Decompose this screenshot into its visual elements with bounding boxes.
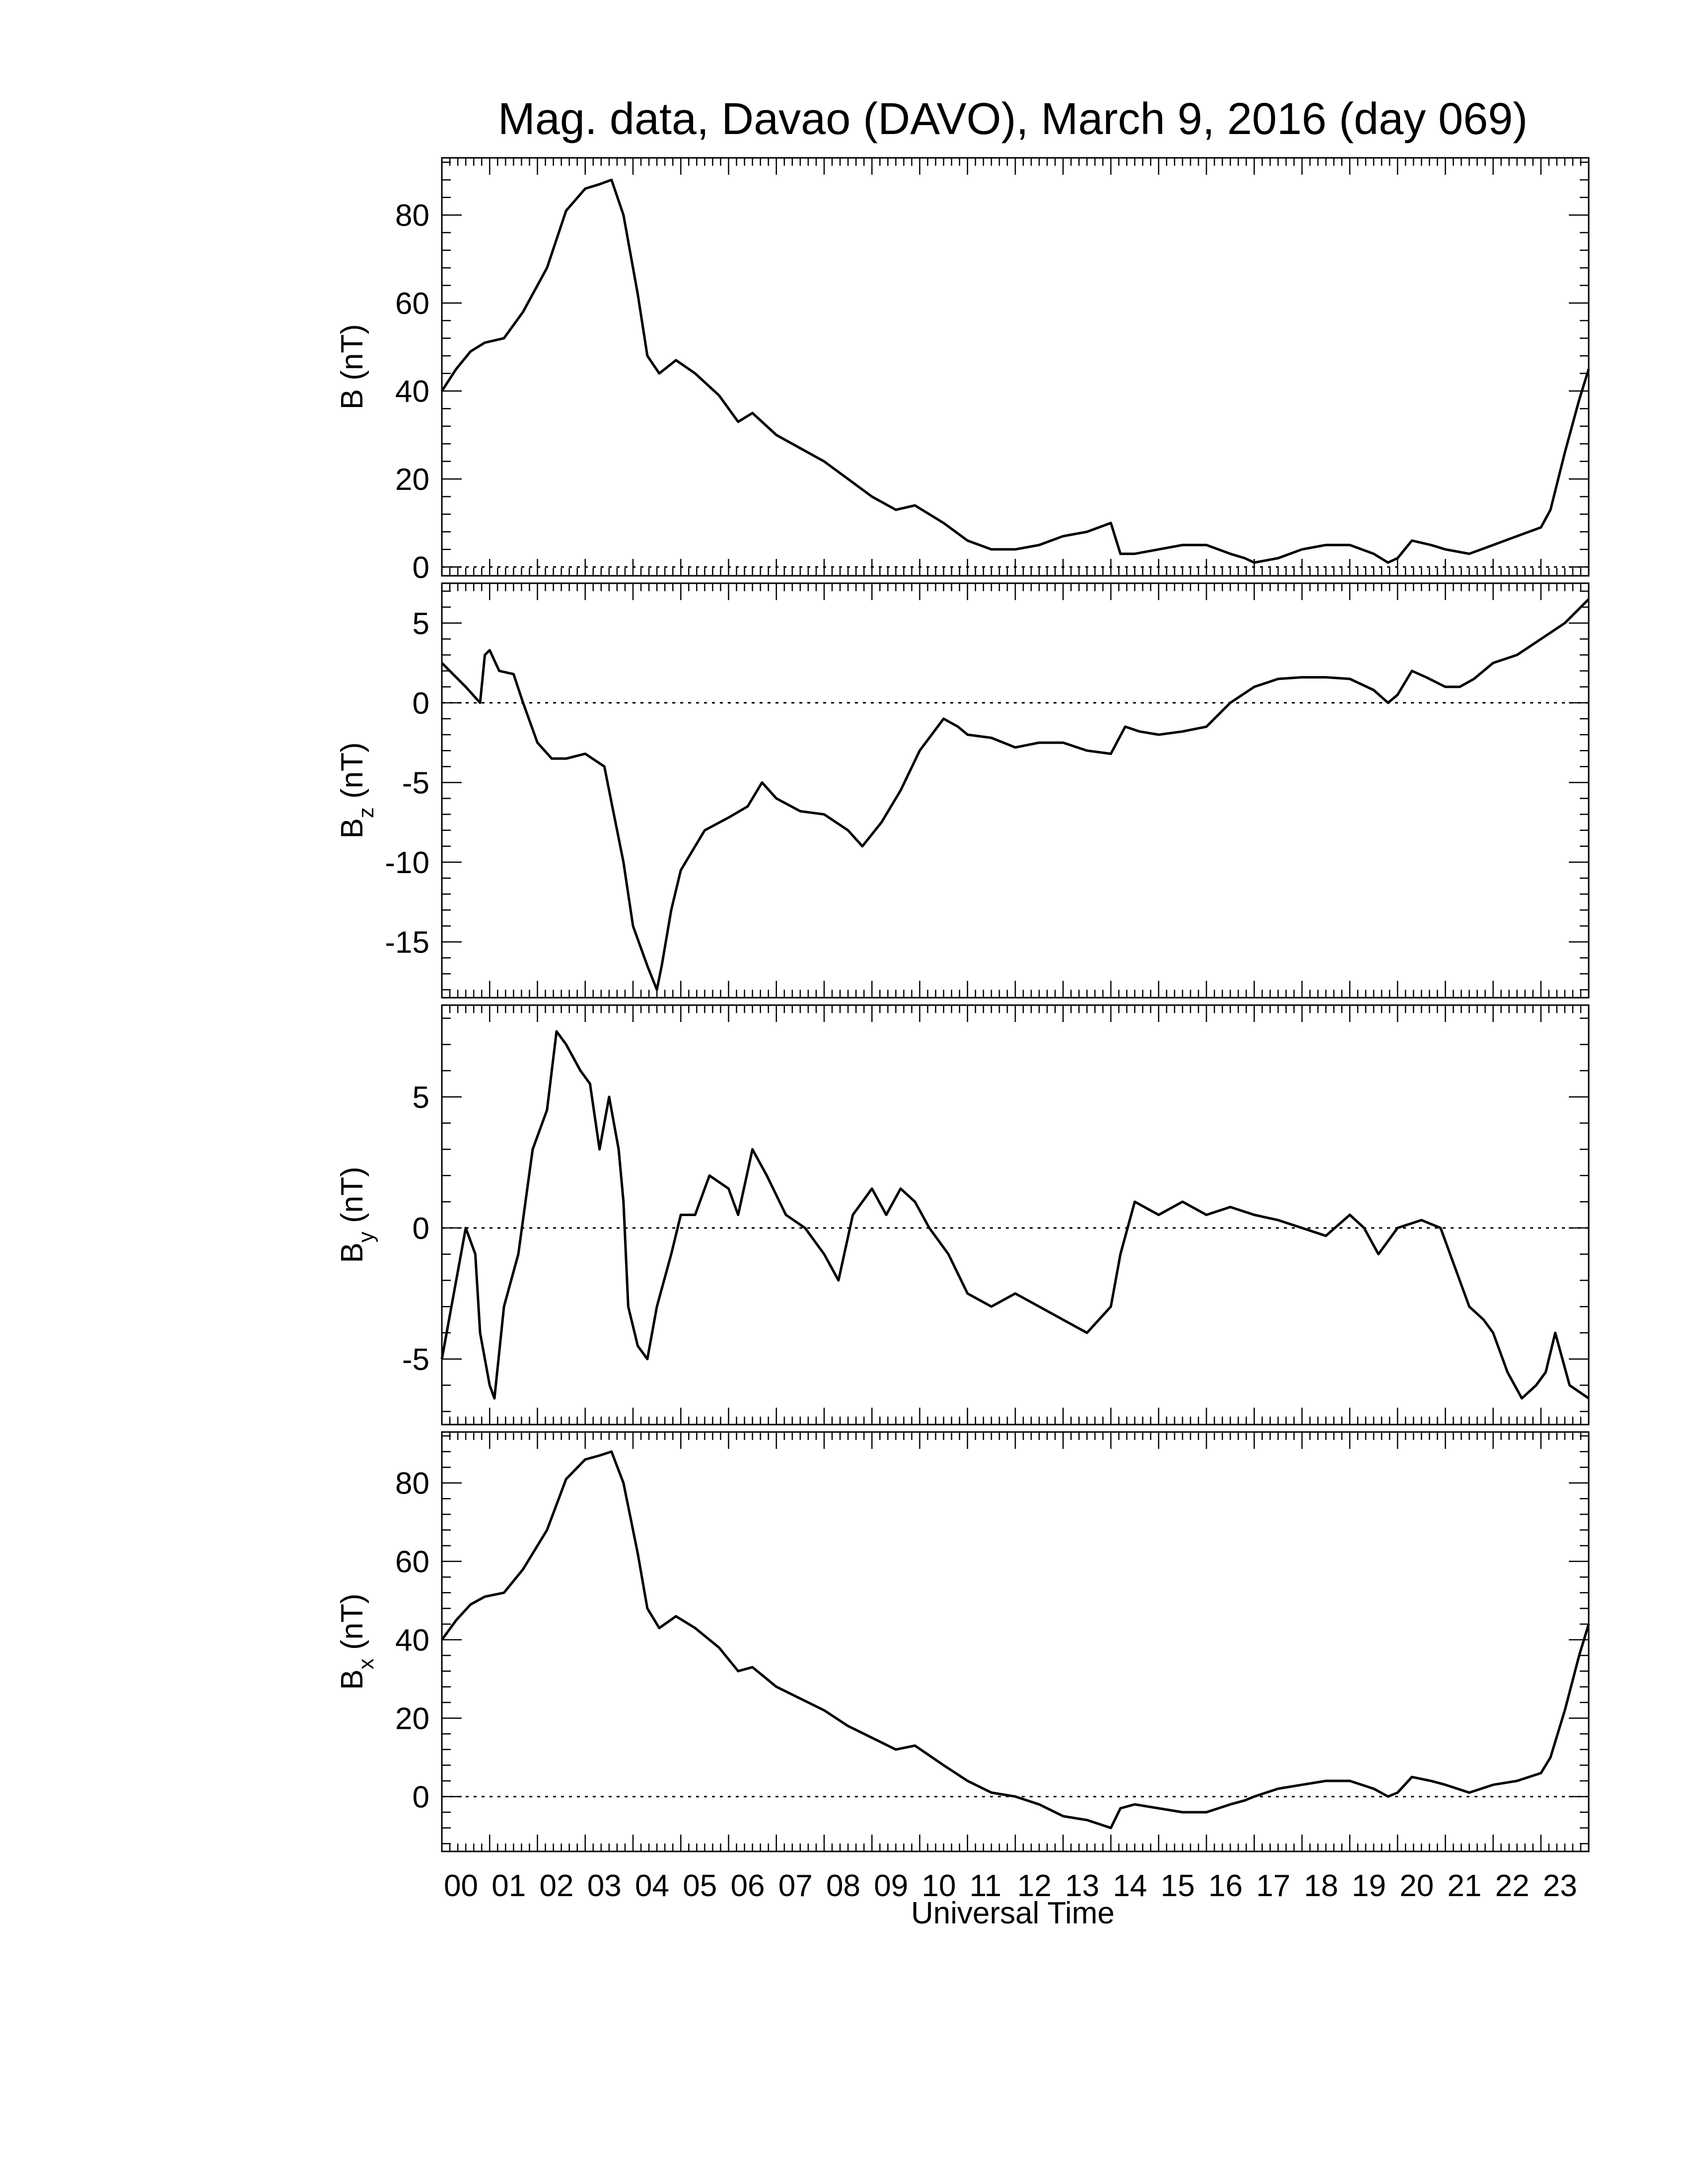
y-tick-label: 20 bbox=[395, 1702, 429, 1736]
y-tick-label: -10 bbox=[385, 846, 429, 880]
series-line-b-total bbox=[440, 178, 1590, 564]
panel-frame bbox=[441, 582, 1590, 999]
y-axis-label: Bz (nT) bbox=[335, 742, 378, 838]
x-tick-label: 09 bbox=[874, 1869, 908, 1903]
y-tick-label: 5 bbox=[413, 607, 429, 641]
x-tick-label: 10 bbox=[922, 1869, 956, 1903]
x-tick-label: 05 bbox=[683, 1869, 717, 1903]
panel-frame bbox=[441, 1004, 1590, 1426]
chart-title: Mag. data, Davao (DAVO), March 9, 2016 (… bbox=[498, 94, 1528, 144]
x-tick-label: 03 bbox=[587, 1869, 622, 1903]
x-tick-label: 19 bbox=[1352, 1869, 1386, 1903]
y-tick-label: 0 bbox=[413, 550, 429, 585]
y-tick-label: 40 bbox=[395, 375, 429, 409]
series-line-bx bbox=[440, 1450, 1590, 1830]
x-tick-label: 17 bbox=[1256, 1869, 1290, 1903]
y-tick-label: -5 bbox=[402, 1343, 429, 1377]
x-tick-label: 15 bbox=[1161, 1869, 1195, 1903]
x-tick-label: 20 bbox=[1400, 1869, 1434, 1903]
x-tick-label: 21 bbox=[1447, 1869, 1481, 1903]
y-tick-label: 80 bbox=[395, 199, 429, 233]
y-tick-label: 5 bbox=[413, 1081, 429, 1115]
panel-by: 5 0 -5 By (nT) bbox=[335, 1004, 1590, 1426]
x-tick-label: 12 bbox=[1017, 1869, 1052, 1903]
y-tick-label: 20 bbox=[395, 463, 429, 497]
series-line-bz bbox=[441, 598, 1590, 991]
x-tick-label: 22 bbox=[1495, 1869, 1530, 1903]
panels-group: 0 20 40 60 80 B (nT) 5 0 -5 -10 -15 Bz (nT) 5 0 -5 By (… bbox=[335, 157, 1590, 1852]
panel-bz: 5 0 -5 -10 -15 Bz (nT) bbox=[335, 582, 1590, 999]
y-tick-label: 60 bbox=[395, 1545, 429, 1579]
panel-bx: 0 20 40 60 80 Bx (nT) bbox=[335, 1431, 1590, 1852]
x-tick-label: 00 bbox=[444, 1869, 478, 1903]
x-tick-label: 13 bbox=[1065, 1869, 1099, 1903]
x-tick-label: 04 bbox=[635, 1869, 669, 1903]
x-tick-label: 14 bbox=[1113, 1869, 1147, 1903]
y-tick-label: 0 bbox=[413, 1212, 429, 1246]
x-tick-label: 01 bbox=[492, 1869, 526, 1903]
panel-frame bbox=[441, 157, 1590, 577]
panel-frame bbox=[441, 1431, 1590, 1852]
x-tick-label: 02 bbox=[540, 1869, 574, 1903]
y-tick-label: -15 bbox=[385, 926, 429, 960]
x-tick-label: 07 bbox=[778, 1869, 813, 1903]
x-tick-label: 08 bbox=[826, 1869, 860, 1903]
x-tick-label: 18 bbox=[1304, 1869, 1338, 1903]
x-tick-label: 23 bbox=[1543, 1869, 1577, 1903]
series-line-by bbox=[440, 1030, 1590, 1400]
y-tick-label: 0 bbox=[413, 686, 429, 721]
y-tick-label: 0 bbox=[413, 1780, 429, 1814]
x-tick-label: 06 bbox=[731, 1869, 765, 1903]
y-axis-label: B (nT) bbox=[335, 324, 369, 410]
x-tick-labels: 00 01 02 03 04 05 06 07 08 09 10 11 12 13 14 15 16 17 18 19… bbox=[444, 1869, 1577, 1903]
y-axis-label: Bx (nT) bbox=[335, 1593, 378, 1690]
y-axis-label: By (nT) bbox=[335, 1166, 378, 1263]
x-tick-label: 16 bbox=[1208, 1869, 1243, 1903]
y-tick-label: 60 bbox=[395, 286, 429, 321]
y-tick-label: -5 bbox=[402, 766, 429, 800]
y-tick-label: 40 bbox=[395, 1624, 429, 1658]
x-tick-label: 11 bbox=[970, 1869, 1001, 1903]
y-tick-label: 80 bbox=[395, 1467, 429, 1501]
x-axis-label: Universal Time bbox=[911, 1896, 1115, 1930]
panel-b-total: 0 20 40 60 80 B (nT) bbox=[335, 157, 1590, 585]
